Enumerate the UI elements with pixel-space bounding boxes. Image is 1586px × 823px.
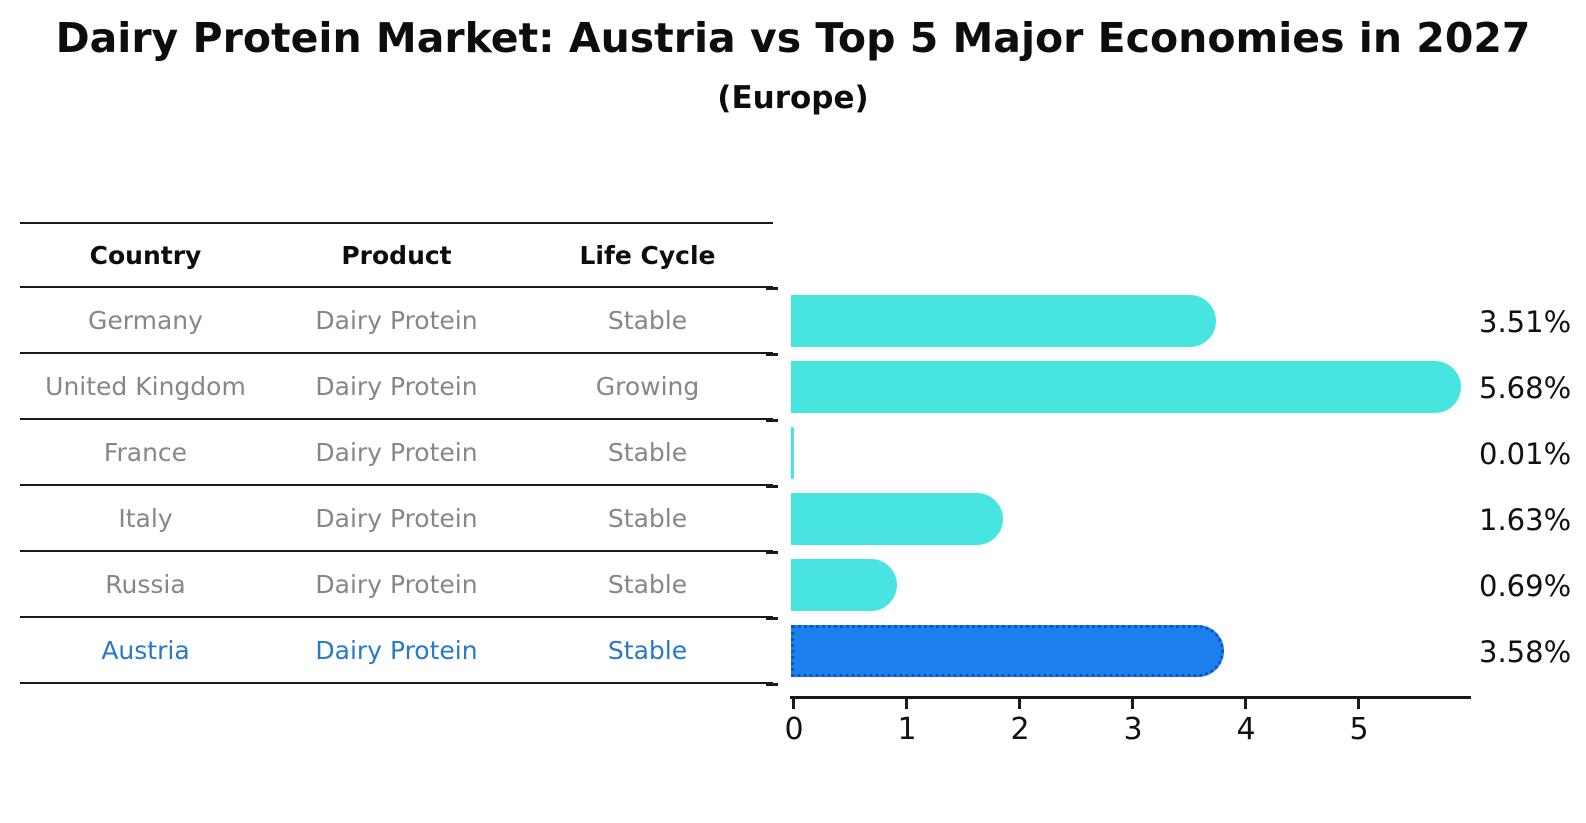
table-row-italy: Italy Dairy Protein Stable	[20, 486, 773, 552]
value-label-austria: 3.58%	[1479, 635, 1572, 669]
cell-life-cycle: Stable	[607, 569, 688, 599]
cell-country: Germany	[88, 305, 203, 335]
cell-country: Austria	[101, 635, 190, 665]
table-row-austria: Austria Dairy Protein Stable	[20, 618, 773, 684]
y-axis-tick-mark	[766, 485, 778, 488]
bar-russia	[791, 559, 897, 611]
cell-product: Dairy Protein	[315, 569, 478, 599]
value-label-united-kingdom: 5.68%	[1479, 371, 1572, 405]
y-axis-tick-mark	[766, 551, 778, 554]
cell-life-cycle: Growing	[595, 371, 700, 401]
cell-life-cycle: Stable	[607, 503, 688, 533]
column-header-product: Product	[341, 240, 452, 270]
x-axis-tick-label: 3	[1123, 712, 1143, 747]
x-axis-tick-mark	[1357, 699, 1360, 709]
bar-france	[791, 427, 794, 479]
cell-life-cycle: Stable	[607, 305, 688, 335]
y-axis-tick-mark	[766, 287, 778, 290]
chart-subtitle: (Europe)	[717, 80, 869, 116]
table-row-russia: Russia Dairy Protein Stable	[20, 552, 773, 618]
x-axis-tick-mark	[1131, 699, 1134, 709]
table-row-germany: Germany Dairy Protein Stable	[20, 288, 773, 354]
x-axis-line	[790, 696, 1471, 699]
value-label-germany: 3.51%	[1479, 305, 1572, 339]
x-axis-tick-label: 0	[784, 712, 804, 747]
cell-country: United Kingdom	[45, 371, 246, 401]
country-info-table: Country Product Life Cycle Germany Dairy …	[20, 222, 773, 684]
cell-life-cycle: Stable	[607, 635, 688, 665]
bar-austria	[791, 625, 1224, 677]
value-label-france: 0.01%	[1479, 437, 1572, 471]
table-row-united-kingdom: United Kingdom Dairy Protein Growing	[20, 354, 773, 420]
cell-product: Dairy Protein	[315, 305, 478, 335]
table-row-france: France Dairy Protein Stable	[20, 420, 773, 486]
cell-country: France	[103, 437, 188, 467]
column-header-life-cycle: Life Cycle	[579, 240, 716, 270]
bar-united-kingdom	[791, 361, 1461, 413]
cell-country: Italy	[118, 503, 173, 533]
y-axis-tick-mark	[766, 419, 778, 422]
x-axis-tick-mark	[905, 699, 908, 709]
x-axis-tick-mark	[1244, 699, 1247, 709]
chart-title: Dairy Protein Market: Austria vs Top 5 M…	[55, 14, 1531, 62]
cell-product: Dairy Protein	[315, 437, 478, 467]
cell-product: Dairy Protein	[315, 503, 478, 533]
y-axis-tick-mark	[766, 617, 778, 620]
cell-product: Dairy Protein	[315, 371, 478, 401]
bar-italy	[791, 493, 1003, 545]
x-axis-tick-label: 2	[1010, 712, 1030, 747]
cell-country: Russia	[105, 569, 186, 599]
bar-germany	[791, 295, 1216, 347]
x-axis-tick-mark	[792, 699, 795, 709]
value-label-russia: 0.69%	[1479, 569, 1572, 603]
column-header-country: Country	[89, 240, 202, 270]
x-axis-tick-label: 1	[897, 712, 917, 747]
y-axis-tick-mark	[766, 353, 778, 356]
x-axis-tick-label: 5	[1349, 712, 1369, 747]
x-axis-tick-mark	[1018, 699, 1021, 709]
value-label-italy: 1.63%	[1479, 503, 1572, 537]
cell-product: Dairy Protein	[315, 635, 478, 665]
y-axis-tick-mark	[766, 683, 778, 686]
x-axis-tick-label: 4	[1236, 712, 1256, 747]
cell-life-cycle: Stable	[607, 437, 688, 467]
table-header-row: Country Product Life Cycle	[20, 222, 773, 288]
table-body: Germany Dairy Protein Stable United Kingdom…	[20, 288, 773, 684]
